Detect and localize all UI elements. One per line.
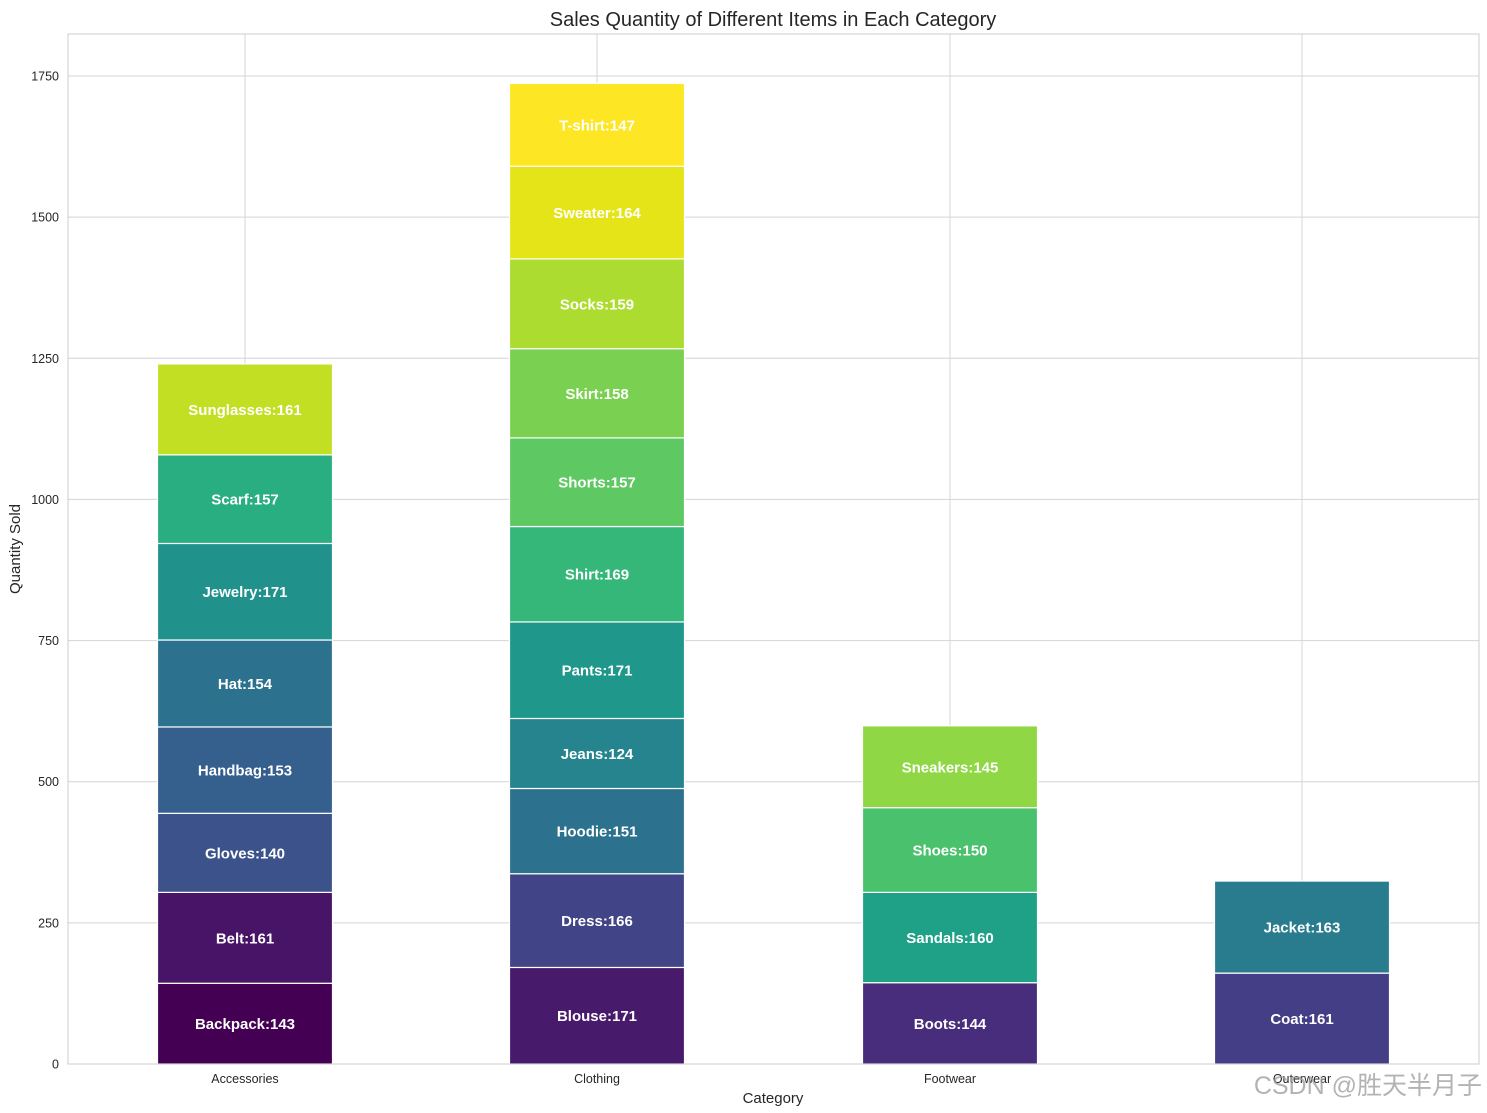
y-axis-label: Quantity Sold	[7, 504, 24, 594]
segment-label-backpack: Backpack:143	[195, 1016, 295, 1033]
y-tick-labels: 0 250 500 750 1000 1250 1500 1750	[31, 70, 59, 1072]
segment-label-belt: Belt:161	[216, 930, 274, 947]
segment-label-sandals: Sandals:160	[906, 930, 994, 947]
segment-label-jeans: Jeans:124	[561, 746, 634, 763]
x-tick-label: Accessories	[211, 1072, 278, 1086]
segment-label-scarf: Scarf:157	[211, 492, 279, 509]
segment-label-shoes: Shoes:150	[912, 843, 987, 860]
x-tick-label: Footwear	[924, 1072, 976, 1086]
segment-label-hat: Hat:154	[218, 676, 273, 693]
bar-segment-t-shirt	[508, 82, 686, 167]
segment-label-shirt: Shirt:169	[565, 567, 629, 584]
bar-segment-belt	[156, 891, 334, 984]
segment-label-sweater: Sweater:164	[553, 205, 641, 222]
segment-label-gloves: Gloves:140	[205, 845, 285, 862]
segment-label-boots: Boots:144	[914, 1016, 987, 1033]
bar-segment-pants	[508, 621, 686, 720]
segment-label-skirt: Skirt:158	[565, 386, 628, 403]
segment-label-jacket: Jacket:163	[1264, 920, 1341, 937]
bar-segment-shoes	[861, 807, 1039, 893]
bar-segment-hat	[156, 639, 334, 728]
x-axis-label: Category	[743, 1090, 804, 1107]
bar-segment-socks	[508, 258, 686, 350]
bar-segment-dress	[508, 873, 686, 969]
bar-segment-jewelry	[156, 542, 334, 641]
y-tick-label: 1500	[31, 211, 59, 225]
bar-segment-shorts	[508, 437, 686, 528]
y-tick-label: 0	[52, 1058, 59, 1072]
bar-segment-boots	[861, 982, 1039, 1065]
x-tick-label: Outerwear	[1273, 1072, 1331, 1086]
bar-segment-shirt	[508, 525, 686, 623]
segment-label-blouse: Blouse:171	[557, 1008, 637, 1025]
segment-label-sneakers: Sneakers:145	[902, 759, 999, 776]
segment-label-jewelry: Jewelry:171	[202, 584, 287, 601]
segment-label-sunglasses: Sunglasses:161	[188, 402, 301, 419]
bar-segment-jeans	[508, 717, 686, 790]
segment-label-socks: Socks:159	[560, 296, 634, 313]
y-tick-label: 1750	[31, 70, 59, 84]
segment-label-dress: Dress:166	[561, 913, 633, 930]
segment-label-shorts: Shorts:157	[558, 475, 636, 492]
chart-title: Sales Quantity of Different Items in Eac…	[550, 9, 997, 31]
y-tick-label: 1000	[31, 493, 59, 507]
bar-segment-coat	[1213, 972, 1391, 1065]
bar-segment-sunglasses	[156, 363, 334, 456]
segment-labels-layer: Backpack:143 Belt:161 Gloves:140 Handbag:15…	[188, 117, 1340, 1033]
y-tick-label: 1250	[31, 352, 59, 366]
y-tick-label: 750	[38, 634, 59, 648]
x-tick-label: Clothing	[574, 1072, 620, 1086]
segment-label-t-shirt: T-shirt:147	[559, 117, 635, 134]
segment-label-hoodie: Hoodie:151	[557, 824, 638, 841]
segment-label-handbag: Handbag:153	[198, 763, 292, 780]
bar-segment-jacket	[1213, 880, 1391, 974]
plot-frame	[67, 33, 1480, 1065]
x-tick-labels: Accessories Clothing Footwear Outerwear	[211, 1072, 1331, 1086]
bar-segment-skirt	[508, 348, 686, 439]
bar-segment-hoodie	[508, 787, 686, 875]
segment-label-coat: Coat:161	[1270, 1011, 1333, 1028]
bar-segment-backpack	[156, 982, 334, 1065]
y-tick-label: 250	[38, 916, 59, 930]
bar-segment-scarf	[156, 454, 334, 545]
bar-segment-sneakers	[861, 725, 1039, 809]
watermark: CSDN @胜天半月子	[1254, 1072, 1482, 1100]
bar-segment-sweater	[508, 165, 686, 260]
bars-layer	[156, 82, 1391, 1065]
bar-segment-sandals	[861, 891, 1039, 984]
y-tick-label: 500	[38, 775, 59, 789]
segment-label-pants: Pants:171	[562, 663, 633, 680]
